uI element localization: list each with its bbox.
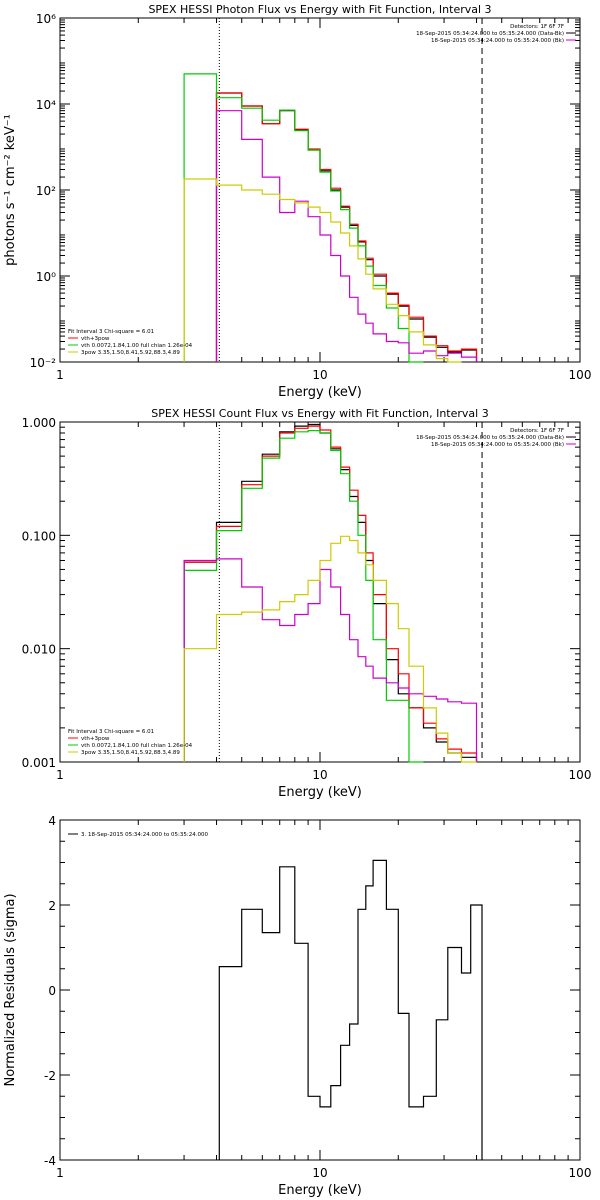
count-flux-panel: SPEX HESSI Count Flux vs Energy with Fit… [22,407,592,800]
series-line-1 [183,425,478,762]
residuals-panel: 1 10 100 Energy (keV) -4 -2 0 2 4 Normalized Resi… [3,814,591,1198]
series-line-2 [183,430,424,763]
legend-text: vth+3pow [81,736,110,742]
y-axis-label: Normalized Residuals (sigma) [3,893,18,1086]
series-line-1 [215,92,478,362]
legend-text: 3pow 3.35,1.50,8.41,5.92,88.3,4.89 [81,350,180,356]
header-text: Detectors: 1F 6F 7F [510,428,564,434]
series-line-3 [215,110,478,362]
plot-frame [59,17,581,363]
y-tick-label: 0 [48,984,56,998]
header-text: 18-Sep-2015 05:34:24.000 to 05:35:24.000… [431,38,564,44]
x-tick-label: 1 [56,368,64,382]
header-text: Detectors: 1F 6F 7F [510,24,564,30]
y-tick-label: 10⁴ [36,98,56,112]
legend-text: 3pow 3.35,1.50,8.41,5.92,88.3,4.89 [81,750,180,756]
series-line-0 [215,92,478,362]
y-tick-label: -2 [44,1069,56,1083]
series-line-2 [183,73,424,363]
x-tick-label: 1 [56,1166,64,1180]
series-line-3 [183,558,478,762]
chart-title: SPEX HESSI Photon Flux vs Energy with Fi… [148,3,491,16]
photon-flux-panel: SPEX HESSI Photon Flux vs Energy with Fi… [3,3,591,400]
header-text: 18-Sep-2015 05:34:24.000 to 05:35:24.000… [416,435,564,441]
series-line-0 [183,423,478,762]
y-tick-label: 2 [48,899,56,913]
chart-title: SPEX HESSI Count Flux vs Energy with Fit… [151,407,488,420]
y-tick-label: 4 [48,814,56,828]
header-text: 18-Sep-2015 05:34:24.000 to 05:35:24.000… [416,31,564,37]
y-tick-label: 1.000 [22,416,56,430]
series-line-0 [218,859,483,1160]
y-tick-label: 10⁻² [30,356,57,370]
x-tick-label: 10 [312,768,327,782]
y-axis-label: photons s⁻¹ cm⁻² keV⁻¹ [3,114,18,266]
x-tick-label: 10 [312,368,327,382]
y-tick-label: 10² [36,184,56,198]
x-axis-label: Energy (keV) [278,385,362,400]
plot-frame [59,819,581,1161]
legend-text: Fit Interval 3 Chi-square = 6.01 [68,329,154,335]
series-line-4 [183,178,462,363]
legend-text: vth 0.0072,1.84,1.00 full chian 1.26e-04 [81,343,193,349]
x-axis-label: Energy (keV) [278,785,362,800]
x-tick-label: 100 [569,1166,592,1180]
series-line-4 [183,535,477,763]
y-tick-label: 0.100 [22,529,56,543]
y-tick-label: 10⁶ [36,12,56,26]
x-tick-label: 10 [312,1166,327,1180]
legend-text: vth 0.0072,1.84,1.00 full chian 1.26e-04 [81,743,193,749]
y-tick-label: 0.001 [22,756,56,770]
legend-text: Fit Interval 3 Chi-square = 6.01 [68,729,154,735]
y-tick-label: 0.010 [22,643,56,657]
y-tick-label: 10⁰ [36,270,56,284]
legend-text: vth+3pow [81,336,110,342]
y-tick-label: -4 [44,1154,56,1168]
legend-text: 3. 18-Sep-2015 05:34:24.000 to 05:35:24.… [81,832,208,838]
x-tick-label: 100 [569,368,592,382]
x-axis-label: Energy (keV) [278,1183,362,1198]
header-text: 18-Sep-2015 05:34:24.000 to 05:35:24.000… [431,442,564,448]
x-tick-label: 1 [56,768,64,782]
x-tick-label: 100 [569,768,592,782]
